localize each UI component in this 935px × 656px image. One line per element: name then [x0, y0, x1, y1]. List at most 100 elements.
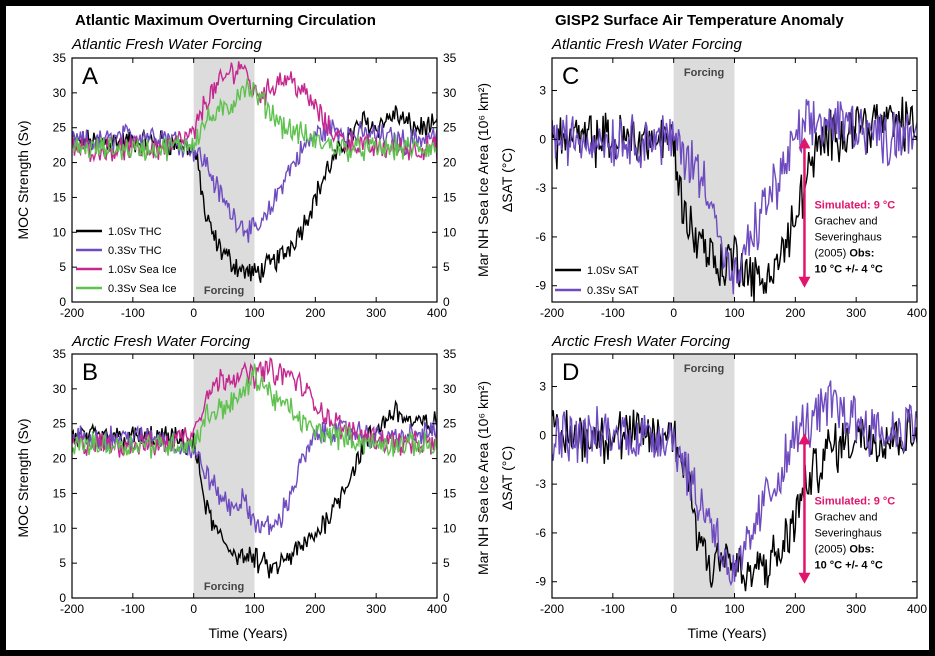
y-tick-label: 5 [59, 260, 66, 274]
y2-tick-label: 0 [443, 591, 450, 605]
x-tick-label: -100 [601, 306, 625, 320]
panel-letter: C [562, 63, 579, 90]
series-line-0-3sv-sat [552, 99, 917, 295]
y-tick-label: 25 [53, 121, 67, 135]
right-xlabel: Time (Years) [687, 625, 766, 641]
panel-a-ylabel: MOC Strength (Sv) [15, 120, 31, 239]
forcing-label: Forcing [204, 581, 244, 593]
legend-label: 0.3Sv THC [108, 245, 162, 257]
y2-tick-label: 25 [443, 121, 457, 135]
forcing-label: Forcing [684, 67, 724, 79]
annotation-simulated: Simulated: 9 °C [814, 495, 895, 507]
annotation-obs: Obs: [849, 543, 874, 555]
x-tick-label: 100 [244, 602, 264, 616]
y2-tick-label: 15 [443, 190, 457, 204]
x-tick-label: 0 [190, 306, 197, 320]
panel-b-y2label: Mar NH Sea Ice Area (10⁶ km²) [475, 381, 491, 575]
annotation-obs-value: 10 °C +/- 4 °C [814, 263, 882, 275]
y2-tick-label: 25 [443, 417, 457, 431]
y-tick-label: -3 [535, 181, 546, 195]
x-tick-label: -100 [121, 306, 145, 320]
left-column-title: Atlantic Maximum Overturning Circulation [75, 12, 376, 29]
series-line-0-3sv-sea-ice [72, 363, 437, 459]
y2-tick-label: 5 [443, 556, 450, 570]
panel-a-subtitle: Atlantic Fresh Water Forcing [71, 36, 262, 53]
annotation-obs: Obs: [849, 247, 874, 259]
x-tick-label: -100 [601, 602, 625, 616]
x-tick-label: 300 [846, 602, 866, 616]
panel-letter: D [562, 359, 579, 386]
x-tick-label: 0 [670, 602, 677, 616]
y-tick-label: 35 [53, 347, 67, 361]
legend-label: 1.0Sv SAT [587, 265, 639, 277]
arrow-head-bottom [798, 572, 811, 584]
legend-right: 1.0Sv SAT 0.3Sv SAT [555, 265, 639, 297]
legend-label: 1.0Sv THC [108, 226, 162, 238]
y-tick-label: -9 [535, 279, 546, 293]
y2-tick-label: 20 [443, 156, 457, 170]
y-tick-label: 25 [53, 417, 67, 431]
forcing-label: Forcing [684, 363, 724, 375]
y-tick-label: -6 [535, 526, 546, 540]
y-tick-label: 5 [59, 556, 66, 570]
annotation-simulated: Simulated: 9 °C [814, 199, 895, 211]
y2-tick-label: 10 [443, 225, 457, 239]
right-column-title: GISP2 Surface Air Temperature Anomaly [555, 12, 844, 29]
annotation-c: Simulated: 9 °C Grachev and Severinghaus (2… [798, 137, 895, 288]
x-tick-label: 400 [427, 306, 447, 320]
y2-tick-label: 0 [443, 295, 450, 309]
arrow-head-bottom [798, 276, 811, 288]
x-tick-label: 400 [907, 306, 927, 320]
panel-b-subtitle: Arctic Fresh Water Forcing [71, 333, 251, 350]
x-tick-label: 200 [785, 602, 805, 616]
arrow-head-top [798, 433, 811, 445]
annotation-line2: Severinghaus [814, 231, 882, 243]
y-tick-label: 15 [53, 190, 67, 204]
y2-tick-label: 5 [443, 260, 450, 274]
panel-c-ylabel: ΔSAT (°C) [499, 148, 515, 212]
annotation-line3: (2005) Obs: [814, 543, 874, 555]
y-tick-label: 3 [539, 84, 546, 98]
x-tick-label: -200 [60, 306, 84, 320]
x-tick-label: 300 [366, 306, 386, 320]
y-tick-label: 35 [53, 51, 67, 65]
x-tick-label: 300 [846, 306, 866, 320]
y-tick-label: 30 [53, 382, 67, 396]
y-tick-label: -6 [535, 230, 546, 244]
y2-tick-label: 10 [443, 521, 457, 535]
annotation-obs-value: 10 °C +/- 4 °C [814, 559, 882, 571]
series-group [552, 380, 917, 592]
panel-c-subtitle: Atlantic Fresh Water Forcing [551, 36, 742, 53]
panel-d: -200 -100 0 100 200 300 400 -9 -6 -3 0 3 D Forcing [535, 353, 927, 616]
y-tick-label: -3 [535, 477, 546, 491]
legend-label: 0.3Sv Sea Ice [108, 283, 177, 295]
panel-letter: B [82, 359, 98, 386]
y-tick-label: 0 [59, 591, 66, 605]
annotation-line2: Severinghaus [814, 527, 882, 539]
y-tick-label: -9 [535, 575, 546, 589]
series-line-0-3sv-sea-ice [72, 78, 437, 162]
y-tick-label: 10 [53, 521, 67, 535]
forcing-label: Forcing [204, 285, 244, 297]
x-tick-label: 100 [244, 306, 264, 320]
y-tick-label: 10 [53, 225, 67, 239]
x-tick-label: 100 [724, 306, 744, 320]
y2-tick-label: 15 [443, 486, 457, 500]
y-tick-label: 3 [539, 380, 546, 394]
y-tick-label: 20 [53, 452, 67, 466]
x-tick-label: 200 [305, 602, 325, 616]
y-tick-label: 0 [539, 132, 546, 146]
x-tick-label: -200 [60, 602, 84, 616]
x-tick-label: 100 [724, 602, 744, 616]
legend-label: 1.0Sv Sea Ice [108, 264, 177, 276]
series-group [72, 61, 437, 283]
x-tick-label: 200 [305, 306, 325, 320]
x-tick-label: 400 [907, 602, 927, 616]
y-tick-label: 15 [53, 486, 67, 500]
y2-tick-label: 30 [443, 382, 457, 396]
annotation-line3: (2005) Obs: [814, 247, 874, 259]
